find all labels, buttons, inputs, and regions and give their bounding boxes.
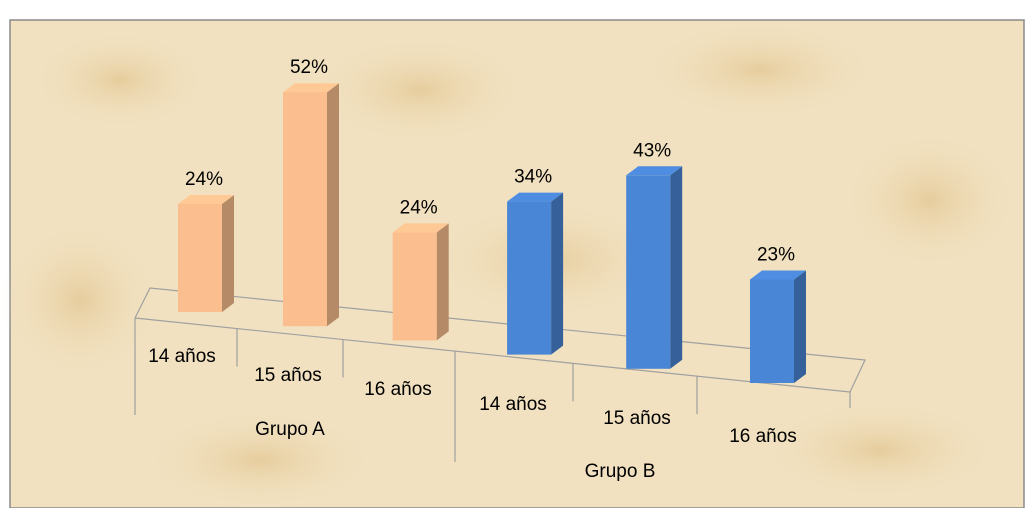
bar-side [670, 166, 683, 369]
value-label: 24% [185, 169, 223, 190]
category-label: 14 años [479, 394, 547, 415]
bar [392, 223, 449, 341]
value-label: 24% [400, 197, 438, 218]
category-label: 15 años [254, 365, 322, 386]
bar-side [222, 195, 234, 312]
bar-side [794, 270, 806, 383]
bar-top [626, 166, 683, 176]
bars [178, 83, 806, 383]
bar-front [283, 92, 327, 327]
bar-side [436, 223, 449, 341]
bar-top [507, 192, 564, 202]
bar-front [392, 232, 437, 341]
bar-side [551, 192, 564, 355]
bar [507, 192, 564, 355]
value-label: 43% [633, 140, 671, 161]
value-label: 34% [514, 167, 552, 188]
floor-front [134, 317, 851, 393]
bar-front [626, 175, 671, 369]
category-label: 16 años [729, 426, 797, 447]
bar [283, 83, 339, 327]
bar-front [507, 201, 552, 355]
group-label: Grupo A [255, 419, 325, 440]
bar [626, 166, 683, 369]
bar-top [178, 195, 234, 204]
bar [750, 270, 806, 383]
bar-top [750, 270, 806, 280]
value-label: 52% [290, 57, 328, 78]
value-label: 23% [757, 245, 795, 266]
bar-front [750, 279, 794, 383]
bar-top [392, 223, 449, 233]
category-label: 14 años [148, 346, 216, 367]
category-label: 16 años [364, 379, 432, 400]
group-label: Grupo B [585, 461, 656, 482]
bar-top [283, 83, 339, 93]
bar [178, 195, 234, 312]
bar-side [327, 83, 339, 327]
category-label: 15 años [603, 408, 671, 429]
bar-front [178, 204, 222, 312]
